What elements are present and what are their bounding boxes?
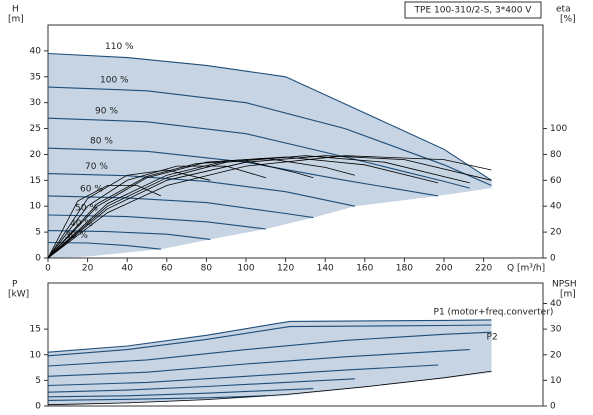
x-tick-label: 200 <box>435 264 452 274</box>
y-tick-label: 10 <box>30 202 42 212</box>
y-tick-label: 35 <box>30 72 41 82</box>
y-tick-label: 10 <box>30 350 42 360</box>
y-unit: [kW] <box>8 290 29 300</box>
y2-tick-label: 100 <box>550 124 567 134</box>
curve <box>47 349 470 377</box>
curve-label: 70 % <box>85 162 108 172</box>
secondary-curve <box>47 155 492 259</box>
y-tick-label: 5 <box>35 376 41 386</box>
curve <box>47 173 356 207</box>
y-tick-label: 0 <box>35 402 41 412</box>
y2-label: NPSH <box>552 280 577 290</box>
y-tick-label: 30 <box>30 98 42 108</box>
y-tick-label: 5 <box>35 228 41 238</box>
y2-tick-label: 10 <box>550 376 562 386</box>
operating-area <box>48 53 492 258</box>
x-tick-label: 140 <box>317 264 334 274</box>
y-tick-label: 20 <box>30 150 42 160</box>
y-tick-label: 0 <box>35 254 41 264</box>
y2-tick-label: 40 <box>550 202 562 212</box>
y-tick-label: 15 <box>30 176 41 186</box>
y2-tick-label: 30 <box>550 325 562 335</box>
secondary-curve <box>47 165 266 259</box>
x-tick-label: 160 <box>356 264 373 274</box>
curve <box>47 214 266 230</box>
y2-unit: [%] <box>560 15 576 25</box>
x-tick-label: 220 <box>475 264 492 274</box>
curve <box>47 378 355 393</box>
curve <box>47 331 492 367</box>
x-tick-label: 40 <box>121 264 133 274</box>
curve <box>47 86 492 187</box>
y2-tick-label: 60 <box>550 176 562 186</box>
x-tick-label: 80 <box>201 264 213 274</box>
y-tick-label: 15 <box>30 325 41 335</box>
chart-title: TPE 100-310/2-S, 3*400 V <box>414 6 533 16</box>
secondary-curve <box>47 155 492 259</box>
y-tick-label: 40 <box>30 46 42 56</box>
y-label: H <box>12 5 19 15</box>
curve <box>47 319 492 353</box>
plot-frame <box>47 24 544 259</box>
secondary-curve <box>47 169 211 259</box>
y-tick-label: 25 <box>30 124 41 134</box>
y-unit: [m] <box>8 15 24 25</box>
y2-label: eta <box>556 5 571 15</box>
x-label: Q [m³/h] <box>507 264 545 274</box>
secondary-curve <box>47 157 356 259</box>
y-label: P <box>12 280 18 290</box>
curve-label: P1 (motor+freq.converter) <box>434 307 554 317</box>
curve-label: 110 % <box>105 42 134 52</box>
curve <box>47 395 266 401</box>
curve <box>47 52 492 181</box>
y2-tick-label: 0 <box>550 402 556 412</box>
curve <box>47 324 492 357</box>
curve-label: 40 % <box>70 219 93 229</box>
curve <box>47 117 470 189</box>
y2-tick-label: 20 <box>550 350 562 360</box>
curve-label: 60 % <box>80 184 103 194</box>
operating-area <box>48 319 492 406</box>
x-tick-label: 180 <box>396 264 413 274</box>
y2-tick-label: 20 <box>550 228 562 238</box>
x-tick-label: 0 <box>45 264 51 274</box>
y2-tick-label: 40 <box>550 299 562 309</box>
curve-label: P2 <box>487 333 498 343</box>
plot-frame <box>47 282 544 407</box>
y2-tick-label: 0 <box>550 254 556 264</box>
x-tick-label: 120 <box>277 264 294 274</box>
curve-label: 100 % <box>100 76 129 86</box>
y2-tick-label: 80 <box>550 150 562 160</box>
secondary-curve <box>47 160 314 259</box>
x-tick-label: 60 <box>161 264 173 274</box>
title-box <box>404 1 542 19</box>
curve <box>47 388 314 398</box>
curve <box>47 364 439 387</box>
y2-unit: [m] <box>560 290 576 300</box>
secondary-curve <box>47 370 492 406</box>
curve-label: 80 % <box>90 137 113 147</box>
secondary-curve <box>47 185 162 259</box>
x-tick-label: 20 <box>82 264 94 274</box>
x-tick-label: 100 <box>237 264 254 274</box>
curve-label: 90 % <box>95 107 118 117</box>
curve-label: 50 % <box>75 204 98 214</box>
